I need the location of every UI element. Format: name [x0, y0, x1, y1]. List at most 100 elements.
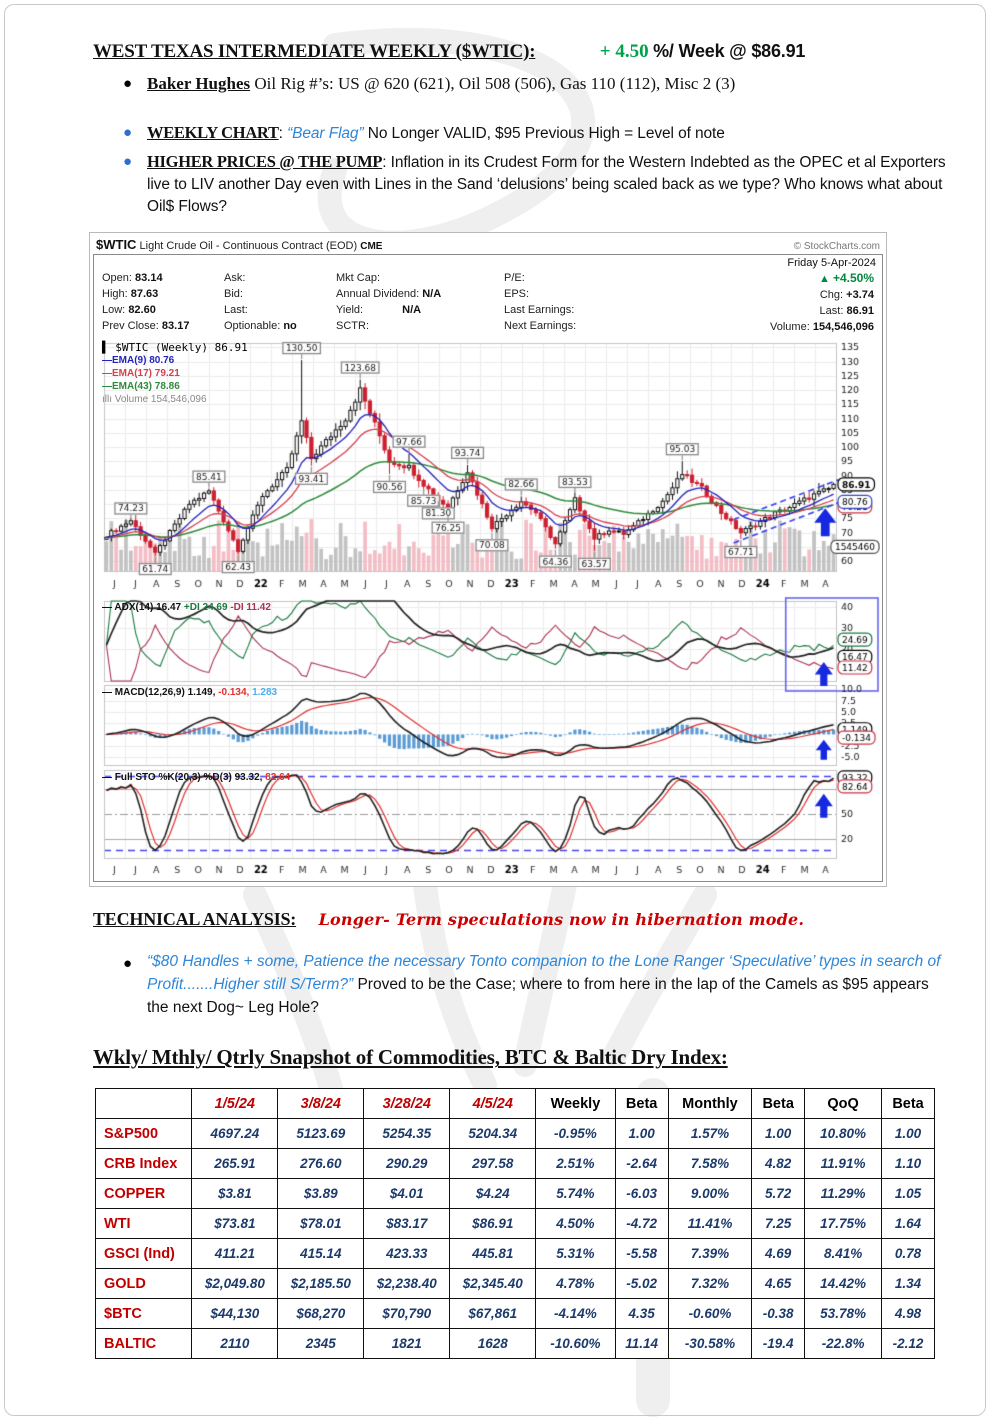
- table-cell: 4.50%: [535, 1208, 616, 1240]
- table-cell: 5.72: [751, 1178, 806, 1210]
- table-cell: 8.41%: [804, 1238, 883, 1270]
- volume-value: 154,546,096: [812, 320, 874, 333]
- baker-hughes-label: Baker Hughes: [147, 74, 251, 93]
- prev-close-value: 83.17: [161, 319, 190, 332]
- chart-description: Light Crude Oil - Continuous Contract (E…: [136, 239, 361, 252]
- bullet-icon: ●: [123, 123, 133, 141]
- row-label: CRB Index: [94, 1148, 193, 1180]
- last-price-label: Last:: [819, 304, 844, 317]
- column-header: 1/5/24: [191, 1088, 279, 1120]
- optionable-value: no: [283, 319, 297, 332]
- table-cell: $70,790: [363, 1298, 451, 1330]
- low-value: 82.60: [128, 303, 156, 316]
- chart-exchange: CME: [360, 240, 383, 252]
- table-cell: 1.00: [881, 1118, 935, 1150]
- column-header: Beta: [614, 1088, 669, 1120]
- chg-value: +3.74: [846, 288, 874, 301]
- up-triangle-icon: ▲: [819, 272, 830, 285]
- weekly-chart-label: WEEKLY CHART: [147, 122, 279, 142]
- baker-hughes-text: Oil Rig #’s: US @ 620 (621), Oil 508 (50…: [250, 74, 736, 93]
- snapshot-table-head: 1/5/24 3/8/24 3/28/24 4/5/24 Weekly Beta Month…: [94, 1088, 935, 1120]
- table-cell: -2.64: [614, 1148, 669, 1180]
- table-row: WTI $73.81 $78.01 $83.17 $86.91 4.50% -4.72 11.…: [94, 1208, 935, 1240]
- table-cell: -5.02: [614, 1268, 669, 1300]
- table-row: CRB Index 265.91 276.60 290.29 297.58 2.51% -2…: [94, 1148, 935, 1180]
- table-cell: 5204.34: [449, 1118, 537, 1150]
- last-price-value: 86.91: [846, 304, 874, 317]
- table-cell: -5.58: [614, 1238, 669, 1270]
- bid-label: Bid:: [224, 287, 243, 300]
- prev-close-label: Prev Close:: [102, 319, 159, 332]
- table-row: BALTIC 2110 2345 1821 1628 -10.60% 11.14 -30.58…: [94, 1328, 935, 1360]
- page-title: WEST TEXAS INTERMEDIATE WEEKLY ($WTIC):: [93, 41, 536, 62]
- table-cell: $3.81: [191, 1178, 279, 1210]
- table-cell: 4697.24: [191, 1118, 279, 1150]
- colon: :: [278, 124, 288, 142]
- table-cell: 53.78%: [804, 1298, 883, 1330]
- table-row: $BTC $44,130 $68,270 $70,790 $67,861 -4.14% 4.…: [94, 1298, 935, 1330]
- table-cell: 4.35: [614, 1298, 669, 1330]
- table-cell: 2.51%: [535, 1148, 616, 1180]
- table-cell: 423.33: [363, 1238, 451, 1270]
- info-col-earnings: P/E: EPS: Last Earnings: Next Earnings:: [504, 270, 654, 335]
- pump-label: HIGHER PRICES @ THE PUMP: [147, 151, 383, 171]
- chart-date: Friday 5-Apr-2024: [787, 256, 876, 269]
- table-cell: 5.31%: [535, 1238, 616, 1270]
- table-cell: 415.14: [277, 1238, 365, 1270]
- table-cell: $44,130: [191, 1298, 279, 1330]
- quote-rest: Proved to be the Case; where to from her…: [147, 975, 929, 1017]
- table-cell: $4.24: [449, 1178, 537, 1210]
- header-row: 1/5/24 3/8/24 3/28/24 4/5/24 Weekly Beta Month…: [94, 1088, 935, 1120]
- table-cell: 10.80%: [804, 1118, 883, 1150]
- bullet-baker-hughes: ● Baker Hughes Oil Rig #’s: US @ 620 (62…: [121, 73, 935, 96]
- table-cell: -2.12: [881, 1328, 935, 1360]
- table-cell: $4.01: [363, 1178, 451, 1210]
- table-cell: 265.91: [191, 1148, 279, 1180]
- technical-analysis-row: TECHNICAL ANALYSIS: Longer- Term specula…: [93, 909, 935, 930]
- stockcharts-credit: © StockCharts.com: [793, 240, 880, 252]
- table-cell: 7.32%: [667, 1268, 753, 1300]
- table-cell: 5123.69: [277, 1118, 365, 1150]
- table-cell: -0.95%: [535, 1118, 616, 1150]
- table-cell: $78.01: [277, 1208, 365, 1240]
- row-label: S&P500: [94, 1118, 193, 1150]
- table-cell: -4.14%: [535, 1298, 616, 1330]
- table-cell: 445.81: [449, 1238, 537, 1270]
- next-earnings-label: Next Earnings:: [504, 319, 577, 332]
- table-cell: $2,345.40: [449, 1268, 537, 1300]
- chart-plots: ▌ $WTIC (Weekly) 86.91 —EMA(9) 80.76 —EM…: [94, 338, 880, 881]
- pe-label: P/E:: [504, 271, 525, 284]
- table-cell: 1.64: [881, 1208, 935, 1240]
- bullet-icon: ●: [123, 954, 133, 972]
- table-cell: 1.00: [614, 1118, 669, 1150]
- table-cell: 2345: [277, 1328, 365, 1360]
- table-cell: 11.14: [614, 1328, 669, 1360]
- table-cell: $68,270: [277, 1298, 365, 1330]
- row-label: BALTIC: [94, 1328, 193, 1360]
- table-cell: 4.98: [881, 1298, 935, 1330]
- table-cell: $83.17: [363, 1208, 451, 1240]
- high-value: 87.63: [130, 287, 159, 300]
- chart-info-grid: Open: 83.14 High: 87.63 Low: 82.60 Prev …: [94, 269, 882, 339]
- bullet-list: ● Baker Hughes Oil Rig #’s: US @ 620 (62…: [121, 73, 946, 218]
- pct-change-value: +4.50%: [832, 270, 874, 285]
- chart-inner-frame: Friday 5-Apr-2024 Open: 83.14 High: 87.6…: [93, 253, 883, 882]
- table-cell: 9.00%: [667, 1178, 753, 1210]
- table-row: S&P500 4697.24 5123.69 5254.35 5204.34 -0.95%…: [94, 1118, 935, 1150]
- high-label: High:: [102, 287, 128, 300]
- table-cell: -0.38: [751, 1298, 806, 1330]
- table-cell: 4.69: [751, 1238, 806, 1270]
- table-cell: $86.91: [449, 1208, 537, 1240]
- table-cell: $2,185.50: [277, 1268, 365, 1300]
- table-cell: -22.8%: [804, 1328, 883, 1360]
- column-header: Weekly: [535, 1088, 616, 1120]
- info-col-bidask: Ask: Bid: Last: Optionable: no: [224, 270, 336, 335]
- stockcharts-chart: $WTIC Light Crude Oil - Continuous Contr…: [89, 231, 887, 887]
- table-cell: $67,861: [449, 1298, 537, 1330]
- weekly-chart-text: No Longer VALID, $95 Previous High = Lev…: [363, 124, 725, 142]
- table-cell: -0.60%: [667, 1298, 753, 1330]
- info-col-ohlc: Open: 83.14 High: 87.63 Low: 82.60 Prev …: [102, 270, 224, 335]
- column-header: Beta: [751, 1088, 806, 1120]
- column-header: QoQ: [804, 1088, 883, 1120]
- table-cell: 1821: [363, 1328, 451, 1360]
